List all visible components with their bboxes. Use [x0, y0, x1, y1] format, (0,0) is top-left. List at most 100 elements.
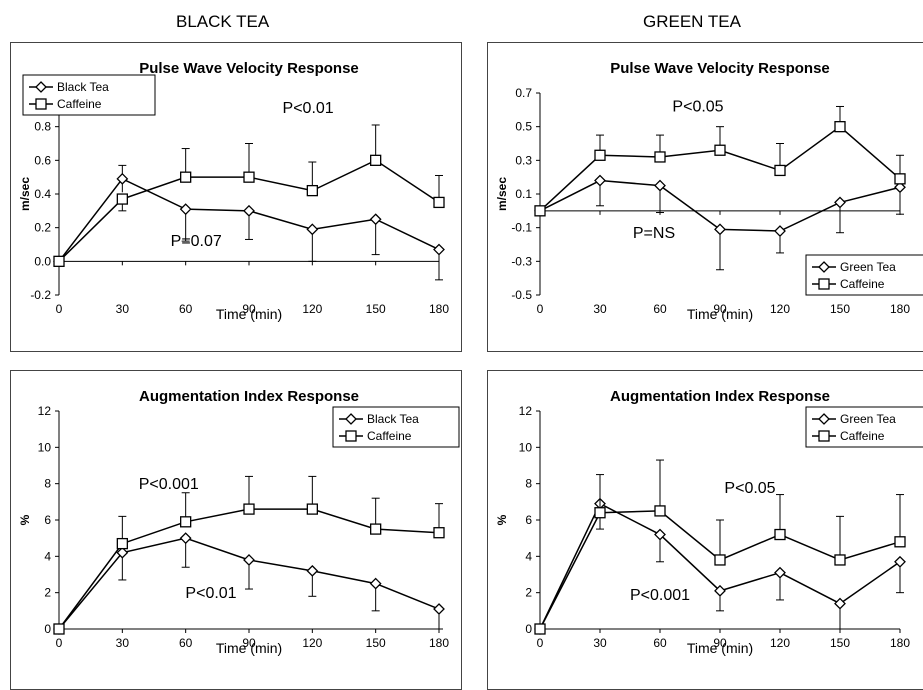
y-tick-label: 2 — [525, 586, 532, 600]
x-tick-label: 60 — [653, 302, 667, 316]
x-axis-label: Time (min) — [216, 640, 282, 656]
data-point — [714, 584, 726, 597]
x-tick-label: 0 — [537, 636, 544, 650]
p-value-annotation: P<0.05 — [724, 480, 775, 497]
p-value-annotation: P<0.01 — [185, 585, 236, 602]
legend-label: Black Tea — [57, 80, 109, 94]
y-tick-label: 12 — [38, 404, 52, 418]
data-point — [834, 554, 846, 566]
data-point — [834, 121, 846, 133]
x-tick-label: 150 — [830, 636, 850, 650]
y-tick-label: 0.3 — [515, 153, 532, 167]
y-axis-label: % — [495, 514, 509, 525]
x-tick-label: 90 — [713, 636, 727, 650]
x-tick-label: 30 — [593, 636, 607, 650]
data-point — [243, 503, 255, 515]
series-green-tea — [534, 497, 906, 635]
data-point — [594, 174, 606, 187]
x-tick-label: 90 — [713, 302, 727, 316]
y-tick-label: -0.1 — [511, 221, 532, 235]
data-point — [774, 164, 786, 177]
y-tick-label: 0.2 — [34, 221, 51, 235]
y-axis-label: % — [18, 514, 32, 525]
series-caffeine — [534, 459, 906, 635]
legend-label: Caffeine — [367, 429, 412, 443]
data-point — [714, 223, 726, 236]
data-point — [306, 503, 318, 515]
y-tick-label: 6 — [44, 513, 51, 527]
data-point — [306, 223, 319, 236]
x-tick-label: 0 — [56, 636, 63, 650]
y-tick-label: 8 — [44, 477, 51, 491]
x-tick-label: 120 — [770, 302, 790, 316]
series-black-tea — [53, 532, 445, 635]
green-tea-aix-chart: Augmentation Index Response 0 2 4 6 8 10 12 0 30 6… — [487, 370, 923, 690]
series-caffeine — [534, 105, 906, 217]
y-tick-label: 6 — [525, 513, 532, 527]
series-black-tea — [53, 164, 445, 281]
chart-title: Pulse Wave Velocity Response — [610, 60, 830, 77]
data-point — [894, 555, 906, 568]
legend-marker — [35, 98, 47, 110]
data-point — [534, 623, 546, 635]
data-point — [894, 181, 906, 194]
data-point — [654, 528, 666, 541]
data-point — [654, 179, 666, 192]
y-tick-label: 4 — [525, 549, 532, 563]
data-point — [654, 151, 666, 163]
black-tea-header: BLACK TEA — [176, 12, 270, 31]
black-tea-pwv-chart: Pulse Wave Velocity Response -0.2 0.0 0.2 0.… — [10, 42, 462, 352]
data-point — [116, 172, 129, 185]
black-pwv-svg: Pulse Wave Velocity Response -0.2 0.0 0.2 0.… — [18, 60, 449, 322]
p-value-annotation: P=0.07 — [171, 233, 222, 250]
green-tea-pwv-chart: Pulse Wave Velocity Response -0.5 -0.3 -0.1… — [487, 42, 923, 352]
x-tick-label: 0 — [56, 302, 63, 316]
y-tick-label: 4 — [44, 549, 51, 563]
y-tick-label: 10 — [519, 440, 533, 454]
legend-label: Caffeine — [840, 429, 885, 443]
legend-marker — [345, 430, 357, 442]
x-tick-label: 30 — [116, 302, 130, 316]
data-point — [179, 203, 192, 216]
data-point — [369, 213, 382, 226]
data-point — [243, 204, 255, 217]
data-point — [116, 546, 129, 559]
x-axis-label: Time (min) — [687, 640, 753, 656]
x-tick-label: 120 — [302, 302, 322, 316]
data-point — [370, 523, 382, 535]
x-axis-label: Time (min) — [687, 306, 753, 322]
y-axis-label: m/sec — [495, 177, 509, 211]
legend-label: Black Tea — [367, 412, 419, 426]
data-point — [774, 566, 786, 579]
legend: Green Tea Caffeine — [805, 254, 923, 296]
x-tick-label: 60 — [179, 636, 193, 650]
legend-marker — [818, 278, 830, 290]
y-tick-label: 0.8 — [34, 120, 51, 134]
chart-title: Augmentation Index Response — [610, 388, 830, 405]
data-point — [594, 149, 606, 161]
y-tick-label: -0.5 — [511, 288, 532, 302]
data-point — [433, 196, 445, 209]
x-tick-label: 150 — [830, 302, 850, 316]
data-point — [306, 564, 319, 577]
x-tick-label: 90 — [242, 636, 256, 650]
x-tick-label: 180 — [429, 302, 449, 316]
x-tick-label: 180 — [429, 636, 449, 650]
data-point — [116, 537, 128, 550]
green-tea-header: GREEN TEA — [643, 12, 741, 31]
p-value-annotation: P<0.01 — [283, 100, 334, 117]
x-tick-label: 30 — [116, 636, 130, 650]
y-tick-label: 10 — [38, 440, 52, 454]
black-tea-aix-chart: Augmentation Index Response 0 2 4 6 8 10 12 0 30 6… — [10, 370, 462, 690]
y-tick-label: -0.2 — [30, 288, 51, 302]
data-point — [834, 597, 846, 610]
x-tick-label: 180 — [890, 302, 910, 316]
legend-label: Caffeine — [57, 97, 102, 111]
y-tick-label: 2 — [44, 586, 51, 600]
x-tick-label: 30 — [593, 302, 607, 316]
data-point — [243, 554, 255, 566]
y-tick-label: 0.6 — [34, 153, 51, 167]
legend-marker — [818, 430, 830, 442]
legend-label: Green Tea — [840, 260, 896, 274]
